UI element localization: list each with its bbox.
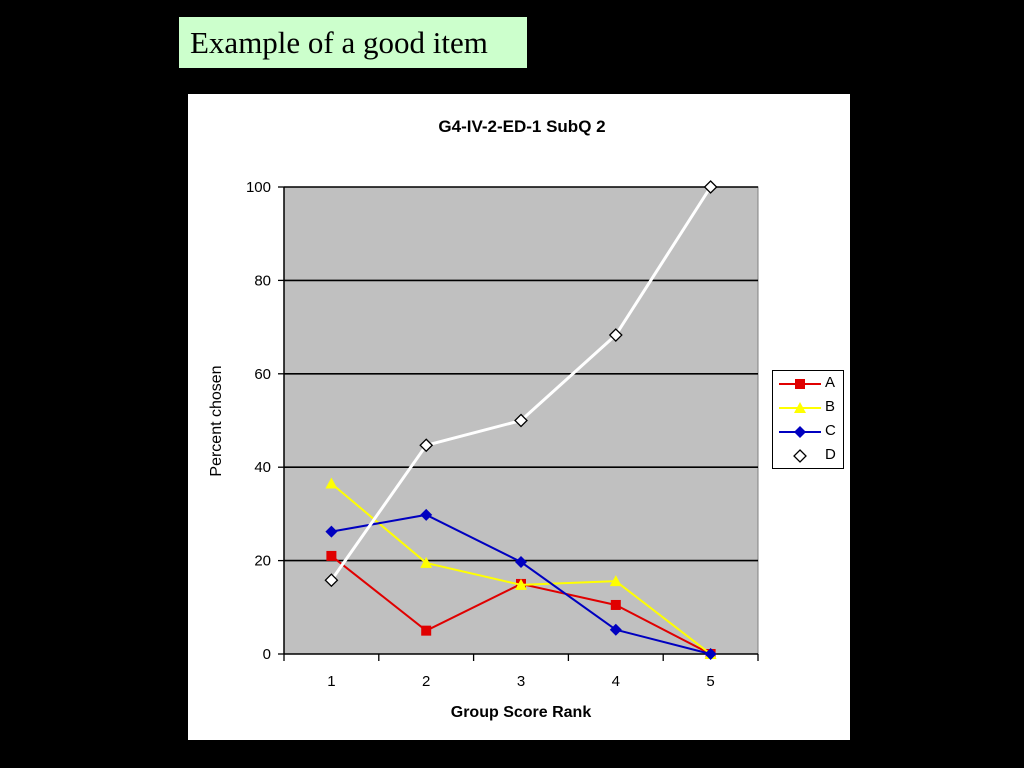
x-tick-label: 4 (612, 673, 620, 690)
legend-item-c: C (773, 420, 845, 444)
y-tick-label: 100 (246, 179, 271, 196)
legend-label: C (825, 422, 836, 439)
legend-item-d: D (773, 444, 845, 468)
series-c-point-5 (704, 648, 717, 660)
legend-swatch-c (779, 426, 821, 438)
series-b-point-4 (609, 575, 622, 587)
y-tick-label: 60 (254, 366, 271, 383)
series-c-point-3 (515, 556, 527, 569)
x-tick-label: 3 (517, 673, 525, 690)
x-tick-label: 2 (422, 673, 430, 690)
legend-swatch-d (793, 449, 807, 463)
series-c (325, 508, 717, 660)
series-d-point-1 (324, 573, 339, 588)
y-tick-label: 0 (263, 646, 271, 663)
series-a-point-2 (421, 625, 432, 636)
x-tick-label: 5 (706, 673, 714, 690)
series-a-point-4 (610, 599, 621, 610)
series-d-point-4 (608, 328, 623, 342)
y-tick-label: 80 (254, 272, 271, 289)
line-chart: G4-IV-2-ED-1 SubQ 2 0 20 40 60 80 100 1 2 3 4 5 Gr… (208, 117, 759, 721)
series-b-point-2 (420, 556, 433, 568)
legend-item-b: B (773, 396, 845, 420)
legend-swatch-b (779, 402, 821, 413)
series-d (324, 180, 718, 588)
legend-swatch-a (779, 379, 821, 389)
legend-marker (795, 379, 805, 389)
legend-label: D (825, 446, 836, 463)
legend-marker (793, 449, 807, 463)
tick-labels: 0 20 40 60 80 100 1 2 3 4 5 (246, 179, 715, 690)
chart-title: G4-IV-2-ED-1 SubQ 2 (438, 117, 605, 136)
series-d-point-3 (514, 413, 528, 428)
legend-marker (794, 402, 806, 413)
series-b (325, 477, 717, 659)
gridlines (284, 186, 758, 562)
series-d-point-5 (703, 180, 718, 194)
series-layer (324, 180, 718, 660)
x-tick-label: 1 (327, 673, 335, 690)
legend-label: A (825, 374, 836, 391)
series-b-point-3 (515, 578, 527, 590)
series-b-point-1 (325, 477, 338, 489)
series-c-point-2 (420, 508, 433, 521)
series-a-point-1 (326, 550, 337, 561)
axes (278, 186, 759, 661)
y-tick-label: 40 (254, 459, 271, 476)
y-axis-label: Percent chosen (208, 365, 225, 476)
series-d-point-2 (419, 438, 434, 453)
series-c-point-4 (609, 623, 622, 636)
legend-label: B (825, 398, 836, 415)
series-c-point-1 (325, 525, 338, 538)
legend-marker (794, 426, 806, 438)
slide-title: Example of a good item (179, 17, 527, 68)
legend-item-a: A (773, 372, 845, 396)
x-axis-label: Group Score Rank (451, 704, 592, 721)
chart-panel: G4-IV-2-ED-1 SubQ 2 0 20 40 60 80 100 1 2 3 4 5 Gr… (188, 94, 850, 740)
y-tick-label: 20 (254, 553, 271, 570)
